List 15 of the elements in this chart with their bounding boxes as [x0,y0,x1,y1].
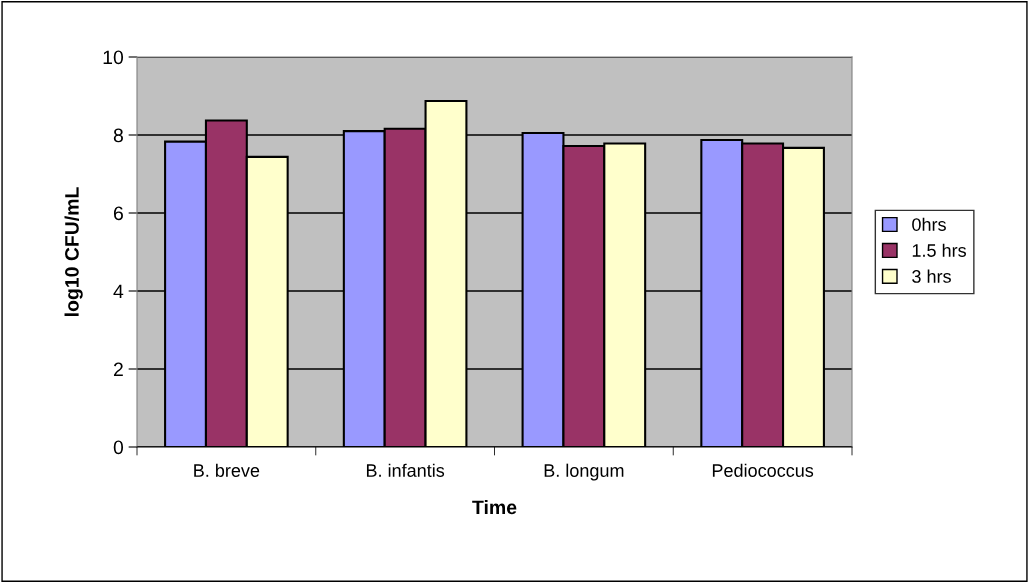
legend-label: 3 hrs [912,269,951,283]
legend-label: 1.5 hrs [912,243,966,257]
legend-label: 0hrs [912,217,946,231]
y-tick-label: 10 [103,50,124,65]
y-axis-title: log10 CFU/mL [64,187,83,316]
x-tick-label: B. longum [544,463,624,481]
x-tick-label: Pediococcus [712,463,814,477]
y-tick-label: 0 [113,440,124,455]
x-tick-label: B. infantis [366,463,445,477]
x-axis-title: Time [472,499,517,515]
y-tick-label: 4 [113,284,124,299]
y-tick-label: 2 [113,362,123,377]
y-tick-label: 8 [113,128,123,143]
y-tick-label: 6 [113,206,123,221]
x-tick-label: B. breve [194,463,260,477]
